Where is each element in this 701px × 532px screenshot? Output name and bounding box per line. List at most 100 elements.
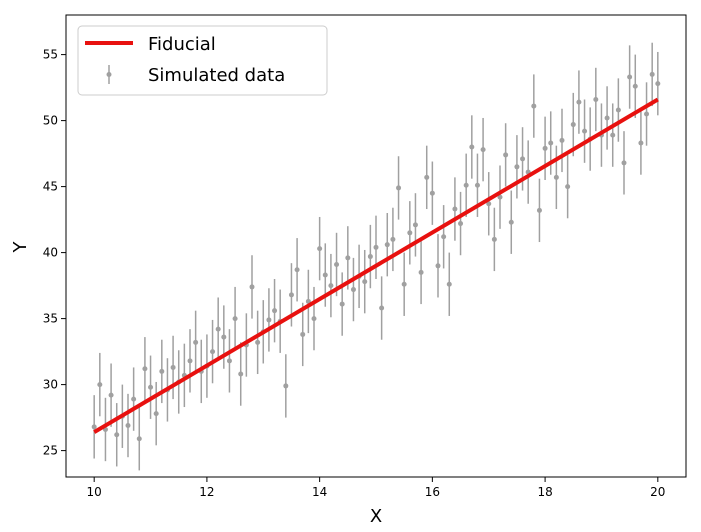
x-axis-label: X bbox=[370, 506, 382, 527]
data-point bbox=[272, 308, 278, 314]
data-point bbox=[249, 284, 255, 290]
legend-data-label: Simulated data bbox=[148, 65, 285, 86]
legend-data-marker-swatch bbox=[106, 72, 112, 77]
data-point bbox=[379, 305, 385, 311]
x-tick-label: 20 bbox=[650, 485, 665, 499]
data-point bbox=[491, 236, 497, 242]
y-axis-label: Y bbox=[10, 241, 31, 254]
legend-fiducial-label: Fiducial bbox=[148, 34, 216, 55]
y-tick-label: 25 bbox=[43, 444, 58, 458]
data-point bbox=[114, 432, 120, 438]
data-point bbox=[153, 411, 159, 417]
legend-box bbox=[77, 25, 328, 96]
data-point bbox=[396, 185, 402, 191]
y-tick-label: 45 bbox=[43, 180, 58, 194]
data-point bbox=[542, 145, 548, 151]
data-point bbox=[384, 242, 390, 248]
data-point bbox=[486, 201, 492, 207]
data-point bbox=[193, 339, 199, 345]
data-point bbox=[148, 384, 154, 390]
data-point bbox=[142, 366, 148, 372]
data-point bbox=[339, 301, 345, 307]
data-point bbox=[232, 316, 238, 322]
data-point bbox=[401, 281, 407, 287]
data-point bbox=[463, 182, 469, 188]
legend: Fiducial Simulated data bbox=[77, 25, 328, 96]
data-point bbox=[458, 221, 464, 227]
data-point bbox=[294, 267, 300, 273]
data-point bbox=[441, 234, 447, 240]
fiducial-line bbox=[93, 97, 659, 434]
data-point bbox=[638, 140, 644, 146]
data-point bbox=[610, 132, 616, 138]
data-point bbox=[373, 244, 379, 250]
data-point bbox=[520, 156, 526, 162]
data-point bbox=[553, 174, 559, 180]
data-point bbox=[446, 281, 452, 287]
y-tick-label: 30 bbox=[43, 378, 58, 392]
data-point bbox=[390, 236, 396, 242]
data-point bbox=[131, 396, 137, 402]
y-tick-label: 55 bbox=[43, 48, 58, 62]
data-point bbox=[345, 255, 351, 261]
data-point bbox=[221, 334, 227, 340]
data-point bbox=[97, 382, 103, 388]
data-point bbox=[480, 147, 486, 153]
data-point bbox=[615, 107, 621, 113]
data-point bbox=[582, 128, 588, 134]
data-point bbox=[322, 272, 328, 278]
data-point bbox=[215, 326, 221, 332]
y-tick-label: 35 bbox=[43, 312, 58, 326]
plot-frame bbox=[65, 14, 687, 478]
data-point bbox=[226, 358, 232, 364]
data-point bbox=[565, 184, 571, 190]
data-point bbox=[514, 164, 520, 170]
data-point bbox=[621, 160, 627, 166]
data-point bbox=[627, 74, 633, 80]
data-point bbox=[474, 182, 480, 188]
data-point bbox=[91, 424, 97, 430]
data-point bbox=[159, 368, 165, 374]
data-point bbox=[255, 339, 261, 345]
x-tick-label: 18 bbox=[537, 485, 552, 499]
x-axis-ticks: 10 12 14 16 18 20 bbox=[87, 477, 665, 499]
data-point bbox=[531, 103, 537, 109]
data-point bbox=[570, 122, 576, 128]
data-point bbox=[604, 115, 610, 121]
fit-layer bbox=[93, 97, 659, 434]
data-point bbox=[317, 246, 323, 252]
data-point bbox=[288, 292, 294, 298]
data-point bbox=[536, 207, 542, 213]
data-point bbox=[559, 137, 565, 143]
data-point bbox=[311, 316, 317, 322]
data-point bbox=[300, 331, 306, 337]
data-point bbox=[576, 99, 582, 105]
data-point bbox=[497, 194, 503, 200]
data-point bbox=[108, 392, 114, 398]
data-point bbox=[266, 317, 272, 323]
data-point bbox=[644, 111, 650, 117]
data-point bbox=[503, 152, 509, 158]
x-tick-label: 10 bbox=[87, 485, 102, 499]
data-point bbox=[548, 140, 554, 146]
data-point bbox=[435, 263, 441, 269]
data-point bbox=[424, 174, 430, 180]
data-point bbox=[452, 206, 458, 212]
data-point bbox=[412, 222, 418, 228]
data-point bbox=[593, 96, 599, 102]
x-tick-label: 16 bbox=[425, 485, 440, 499]
data-point bbox=[367, 254, 373, 260]
data-point bbox=[328, 283, 334, 289]
data-point bbox=[334, 261, 340, 267]
data-point bbox=[210, 349, 216, 355]
data-point bbox=[407, 230, 413, 236]
data-point bbox=[350, 287, 356, 293]
data-point bbox=[136, 436, 142, 442]
data-point bbox=[187, 358, 193, 364]
x-tick-label: 12 bbox=[199, 485, 214, 499]
data-point bbox=[418, 269, 424, 275]
data-point bbox=[283, 383, 289, 389]
y-tick-label: 40 bbox=[43, 246, 58, 260]
data-point bbox=[125, 423, 131, 429]
